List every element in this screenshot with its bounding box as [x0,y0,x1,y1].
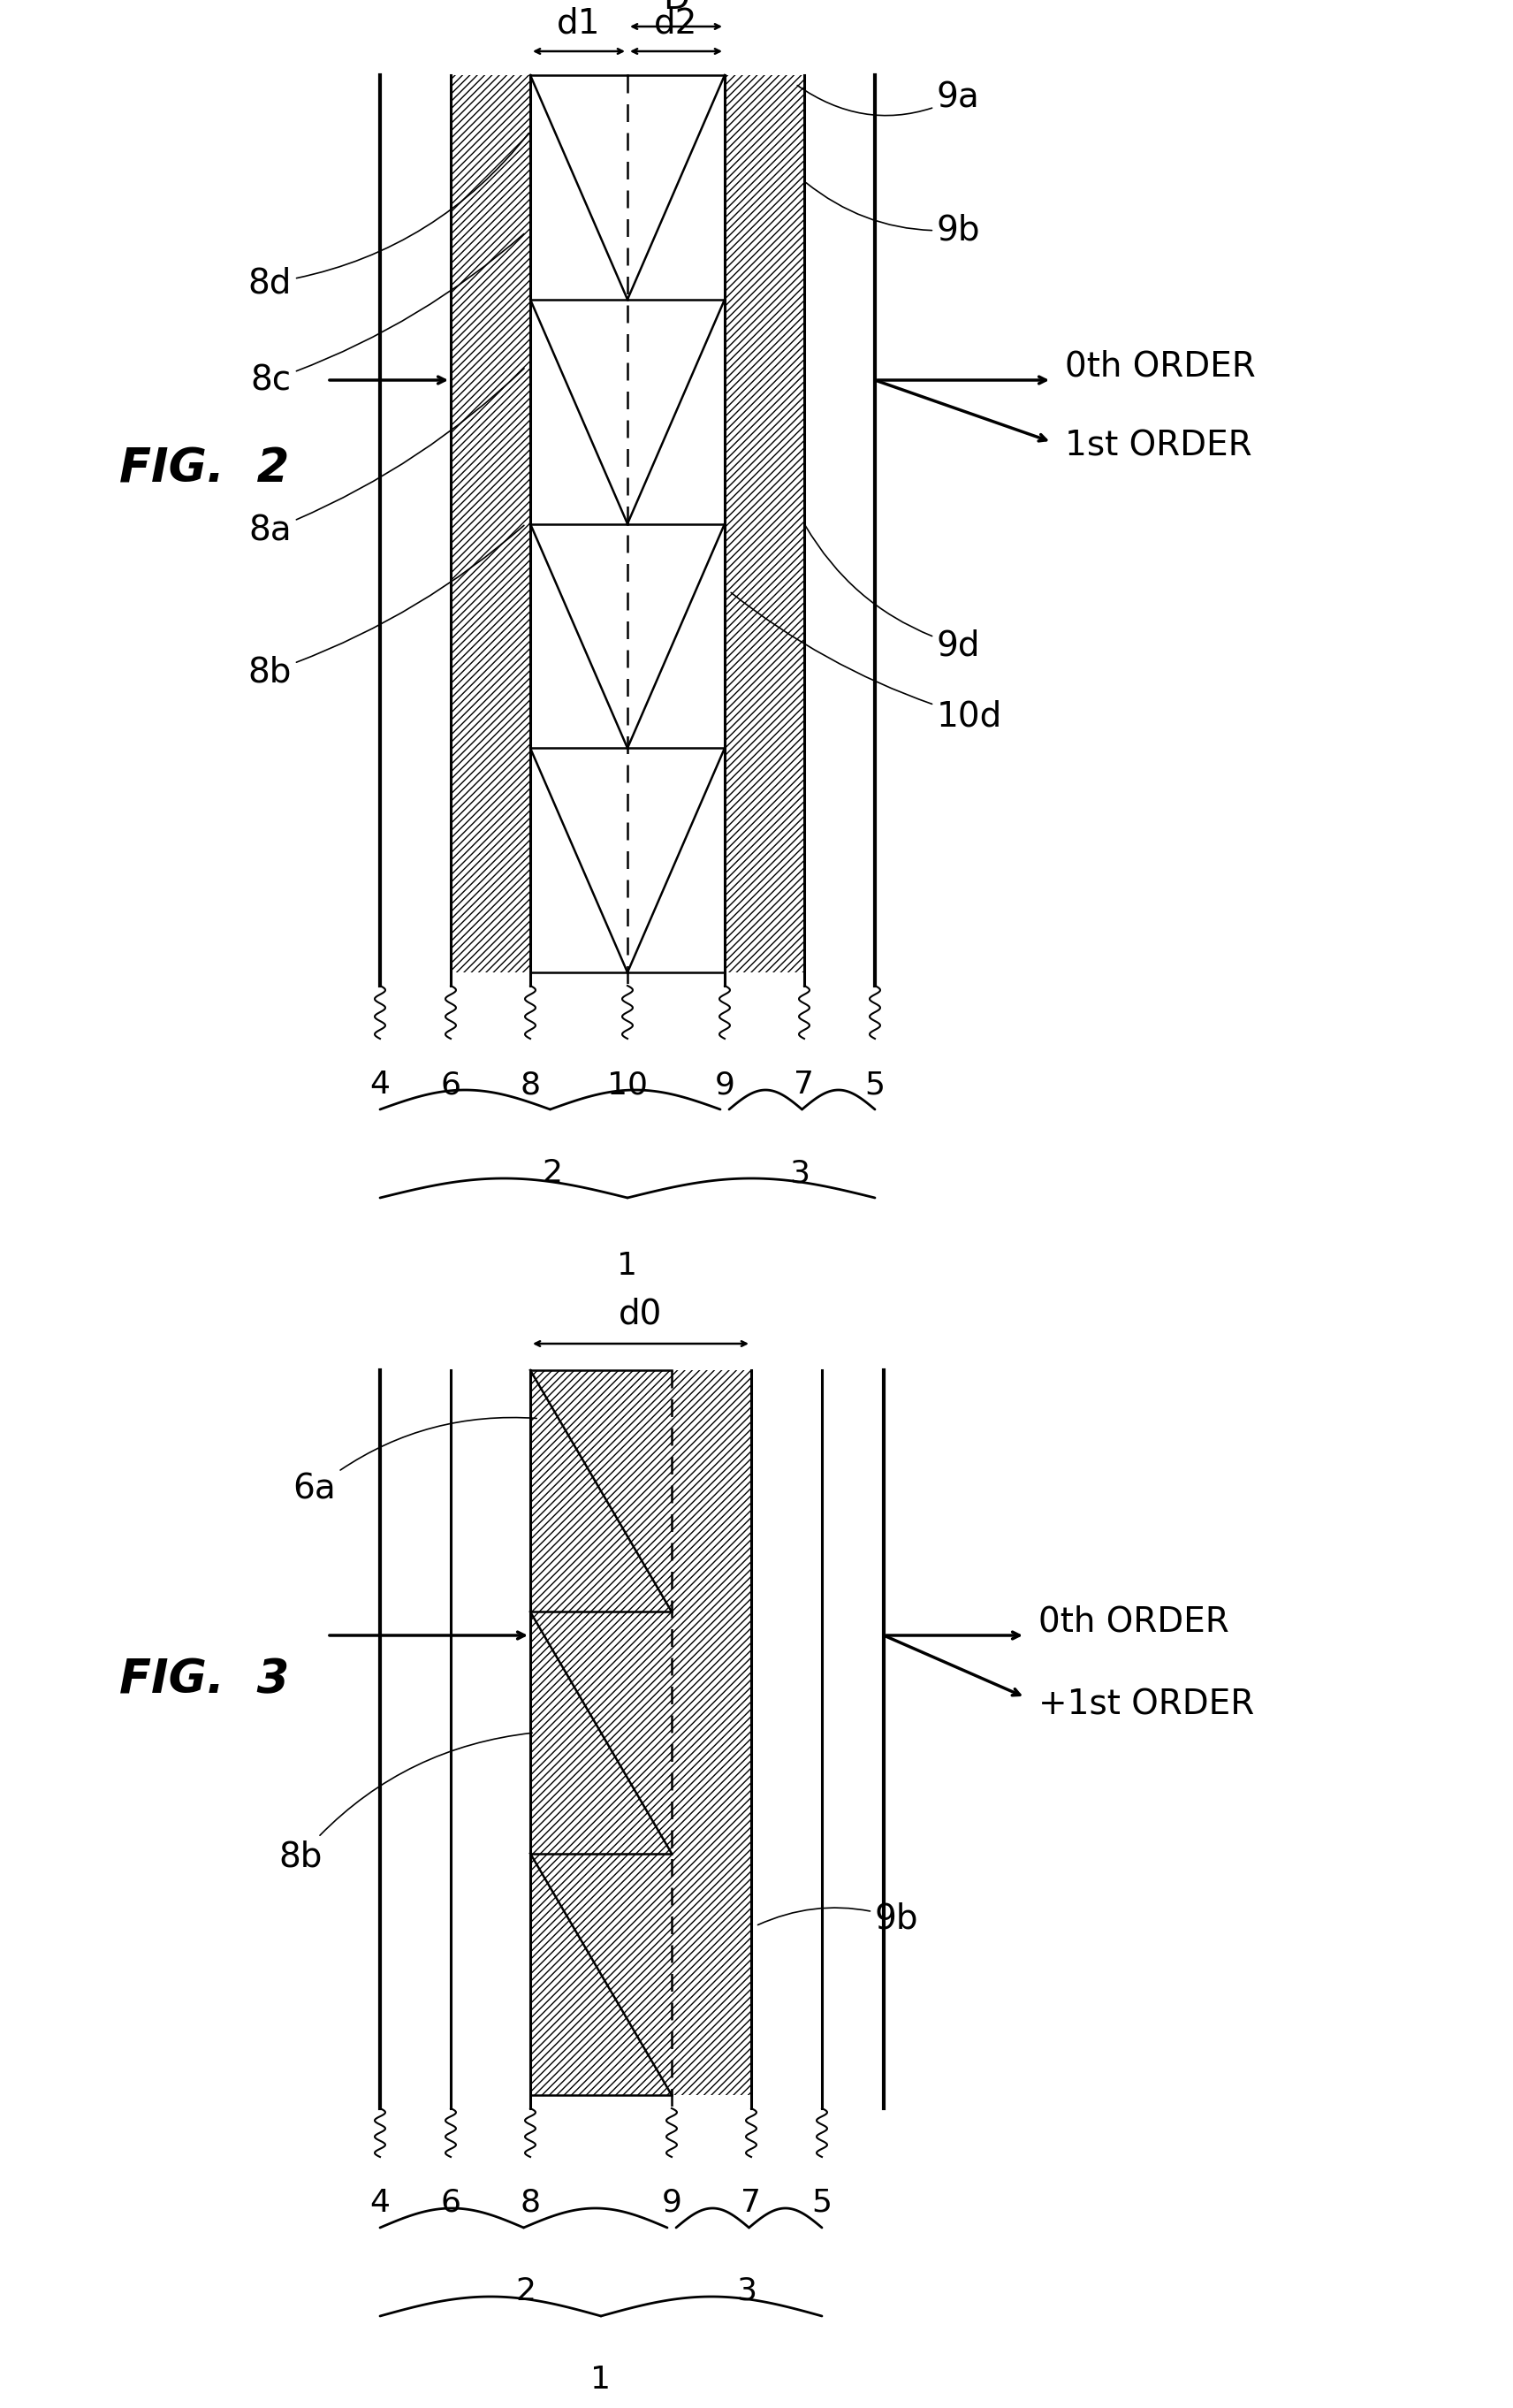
Text: 5: 5 [865,1069,885,1100]
Text: d0: d0 [619,1298,663,1329]
Bar [725,75,805,973]
Text: FIG.  2: FIG. 2 [120,445,289,491]
Text: 8b: 8b [248,525,523,689]
Text: 9a: 9a [797,79,980,116]
Text: 8: 8 [520,1069,540,1100]
Bar [451,75,530,973]
Text: 6: 6 [440,2189,461,2218]
Text: 1st ORDER: 1st ORDER [1065,429,1251,462]
Text: 2: 2 [516,2276,536,2307]
Text: 10d: 10d [731,592,1003,732]
Text: 0th ORDER: 0th ORDER [1038,1606,1229,1640]
Text: 7: 7 [741,2189,761,2218]
Bar [530,1370,750,2095]
Text: 6: 6 [440,1069,461,1100]
Text: d2: d2 [654,7,697,41]
Text: 2: 2 [542,1158,563,1187]
Text: 3: 3 [790,1158,809,1187]
Text: 6a: 6a [292,1418,537,1507]
Text: 8d: 8d [248,132,528,299]
Text: 3: 3 [737,2276,756,2307]
Text: 0th ORDER: 0th ORDER [1065,349,1256,383]
Text: FIG.  3: FIG. 3 [120,1657,289,1702]
Text: 1: 1 [617,1250,637,1281]
Text: 9b: 9b [806,183,980,246]
Text: +1st ORDER: +1st ORDER [1038,1688,1254,1722]
Text: 9b: 9b [758,1902,918,1936]
Text: 10: 10 [607,1069,648,1100]
Text: 4: 4 [369,1069,390,1100]
Text: 7: 7 [794,1069,814,1100]
Text: 8: 8 [520,2189,540,2218]
Text: 9: 9 [714,1069,735,1100]
Text: d1: d1 [557,7,601,41]
Text: 5: 5 [812,2189,832,2218]
Text: 8a: 8a [248,368,523,547]
Text: 9d: 9d [805,525,980,662]
Text: 8b: 8b [278,1734,533,1873]
Text: 4: 4 [369,2189,390,2218]
Text: 9: 9 [661,2189,682,2218]
Text: D: D [663,0,690,17]
Text: 1: 1 [590,2365,611,2394]
Text: 8c: 8c [251,234,523,397]
